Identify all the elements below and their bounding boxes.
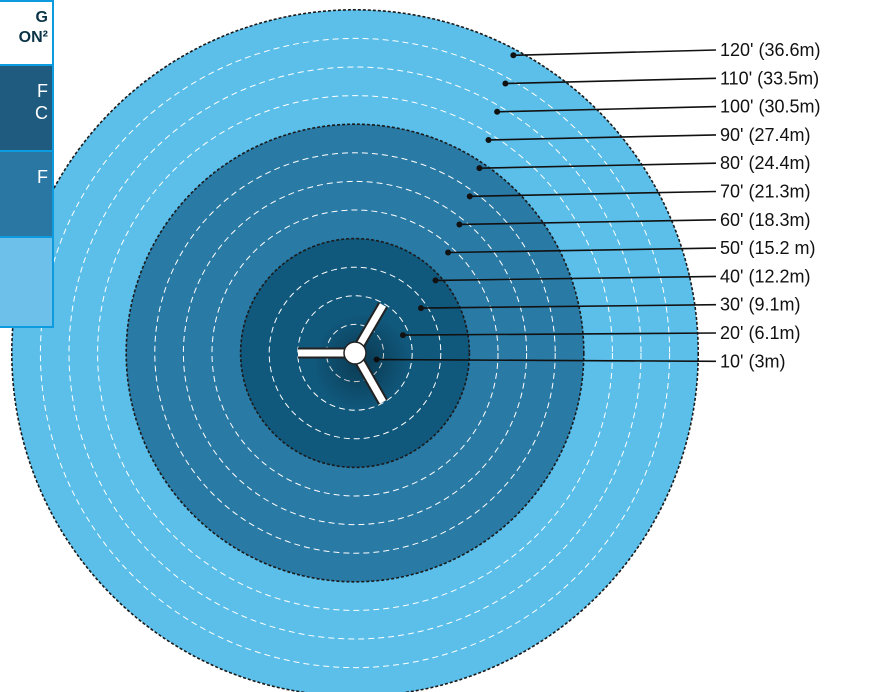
distance-label-80ft: 80' (24.4m) — [720, 153, 810, 173]
leader-dot-30ft — [417, 305, 424, 312]
leader-line-100ft — [497, 105, 717, 113]
distance-label-20ft: 20' (6.1m) — [720, 323, 800, 343]
distance-label-60ft: 60' (18.3m) — [720, 210, 810, 230]
distance-label-120ft: 120' (36.6m) — [720, 40, 821, 60]
ring-110ft — [39, 37, 671, 669]
ring-90ft — [97, 95, 613, 611]
leader-dot-110ft — [502, 80, 509, 87]
ring-30ft — [268, 266, 442, 440]
leader-line-20ft — [402, 332, 717, 336]
distance-label-70ft: 70' (21.3m) — [720, 182, 810, 202]
leader-dot-50ft — [445, 249, 452, 256]
ring-60ft — [182, 180, 528, 526]
distance-label-10ft: 10' (3m) — [720, 351, 785, 371]
legend-row-1-line1: F — [37, 81, 48, 101]
distance-label-110ft: 110' (33.5m) — [720, 68, 819, 88]
leader-dot-70ft — [466, 193, 473, 200]
leader-dot-100ft — [494, 108, 501, 115]
legend-row-2-line1: F — [37, 167, 48, 187]
ring-50ft — [211, 209, 499, 497]
legend-row-zone-3 — [0, 238, 52, 326]
leader-line-60ft — [459, 219, 717, 226]
leader-line-120ft — [513, 49, 717, 57]
legend-header-line1: G — [35, 9, 48, 26]
leader-line-40ft — [435, 275, 717, 282]
legend-row-1-line2: C — [35, 103, 48, 123]
legend-header: G ON² — [0, 2, 52, 64]
leader-line-50ft — [448, 247, 717, 254]
legend-header-line2: ON² — [18, 29, 48, 46]
leader-line-30ft — [420, 303, 717, 309]
distance-label-90ft: 90' (27.4m) — [720, 125, 810, 145]
leader-line-10ft — [376, 358, 717, 363]
leader-line-110ft — [505, 77, 717, 85]
ring-20ft — [297, 295, 413, 411]
legend-row-zone-1: F C — [0, 66, 52, 150]
ring-100ft — [68, 66, 642, 640]
leader-dot-120ft — [510, 52, 517, 59]
leader-line-90ft — [488, 134, 717, 141]
leader-dot-60ft — [456, 221, 463, 228]
distance-label-100ft: 100' (30.5m) — [720, 97, 821, 117]
leader-dot-90ft — [485, 136, 492, 143]
leader-line-80ft — [479, 162, 717, 169]
leader-dot-40ft — [432, 277, 439, 284]
leader-line-70ft — [469, 190, 717, 198]
distance-label-30ft: 30' (9.1m) — [720, 295, 800, 315]
leader-dot-80ft — [476, 165, 483, 172]
legend-row-zone-2: F — [0, 152, 52, 236]
distance-label-40ft: 40' (12.2m) — [720, 266, 810, 286]
ring-70ft — [154, 152, 556, 554]
distance-label-50ft: 50' (15.2 m) — [720, 238, 815, 258]
wind-turbine-icon — [298, 302, 410, 410]
legend-panel: G ON² F C F — [0, 0, 54, 328]
